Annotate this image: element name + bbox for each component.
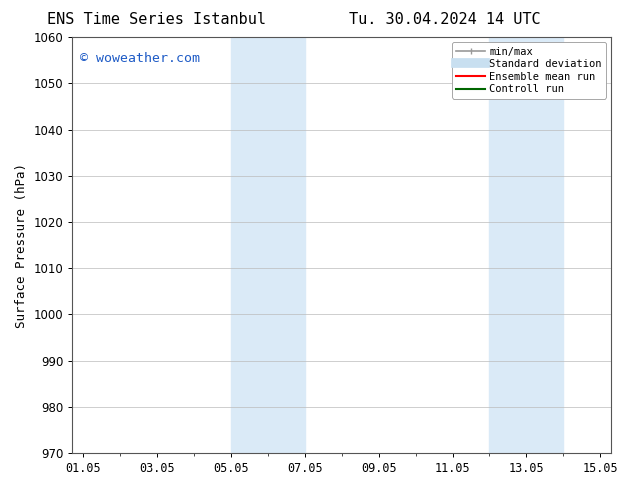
Bar (489, 37, 563, 453)
Text: ENS Time Series Istanbul: ENS Time Series Istanbul (48, 12, 266, 27)
Text: Tu. 30.04.2024 14 UTC: Tu. 30.04.2024 14 UTC (349, 12, 540, 27)
Y-axis label: Surface Pressure (hPa): Surface Pressure (hPa) (15, 163, 28, 327)
Legend: min/max, Standard deviation, Ensemble mean run, Controll run: min/max, Standard deviation, Ensemble me… (452, 42, 606, 98)
Text: © woweather.com: © woweather.com (81, 52, 200, 65)
Bar (231, 37, 305, 453)
